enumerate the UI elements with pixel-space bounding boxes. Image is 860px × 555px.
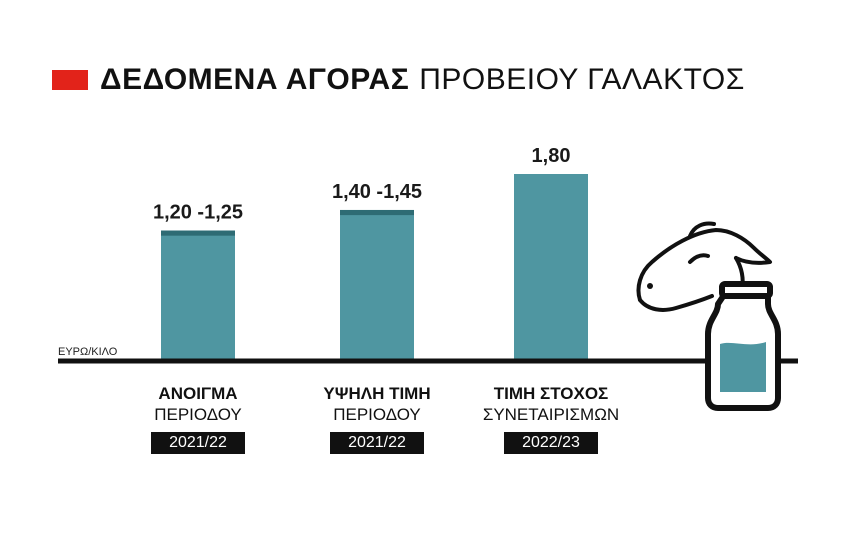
bar-2-value-label: 1,40 -1,45 xyxy=(332,181,422,203)
title-marker xyxy=(52,70,88,90)
chart-title: ΔΕΔΟΜΕΝΑ ΑΓΟΡΑΣ ΠΡΟΒΕΙΟΥ ΓΑΛΑΚΤΟΣ xyxy=(52,60,745,100)
category-2-title: ΥΨΗΛΗ ΤΙΜΗ xyxy=(323,384,431,403)
bar-1-value-label: 1,20 -1,25 xyxy=(153,202,243,224)
milk-bottle-icon xyxy=(705,281,781,411)
sheep-head-icon xyxy=(636,221,772,312)
category-1-period: 2021/22 xyxy=(151,432,245,454)
category-1: ΑΝΟΙΓΜΑ ΠΕΡΙΟΔΟΥ 2021/22 xyxy=(98,384,298,454)
category-2-subtitle: ΠΕΡΙΟΔΟΥ xyxy=(333,405,421,424)
bar-2 xyxy=(340,209,414,359)
category-3-title: ΤΙΜΗ ΣΤΟΧΟΣ xyxy=(493,384,609,403)
bar-1-range-band xyxy=(161,230,235,236)
category-2-period: 2021/22 xyxy=(330,432,424,454)
category-1-title: ΑΝΟΙΓΜΑ xyxy=(158,384,238,403)
bar-3 xyxy=(514,174,588,359)
bar-1 xyxy=(161,230,235,359)
category-3-period: 2022/23 xyxy=(504,432,598,454)
bar-2-range-band xyxy=(340,209,414,216)
category-3: ΤΙΜΗ ΣΤΟΧΟΣ ΣΥΝΕΤΑΙΡΙΣΜΩΝ 2022/23 xyxy=(451,384,651,454)
title-bold: ΔΕΔΟΜΕΝΑ ΑΓΟΡΑΣ xyxy=(100,63,410,96)
y-unit-label: ΕΥΡΩ/ΚΙΛΟ xyxy=(58,346,118,358)
category-3-subtitle: ΣΥΝΕΤΑΙΡΙΣΜΩΝ xyxy=(482,405,620,424)
category-1-subtitle: ΠΕΡΙΟΔΟΥ xyxy=(154,405,242,424)
category-2: ΥΨΗΛΗ ΤΙΜΗ ΠΕΡΙΟΔΟΥ 2021/22 xyxy=(277,384,477,454)
bar-3-value-label: 1,80 xyxy=(532,145,571,167)
title-light: ΠΡΟΒΕΙΟΥ ΓΑΛΑΚΤΟΣ xyxy=(419,63,745,96)
